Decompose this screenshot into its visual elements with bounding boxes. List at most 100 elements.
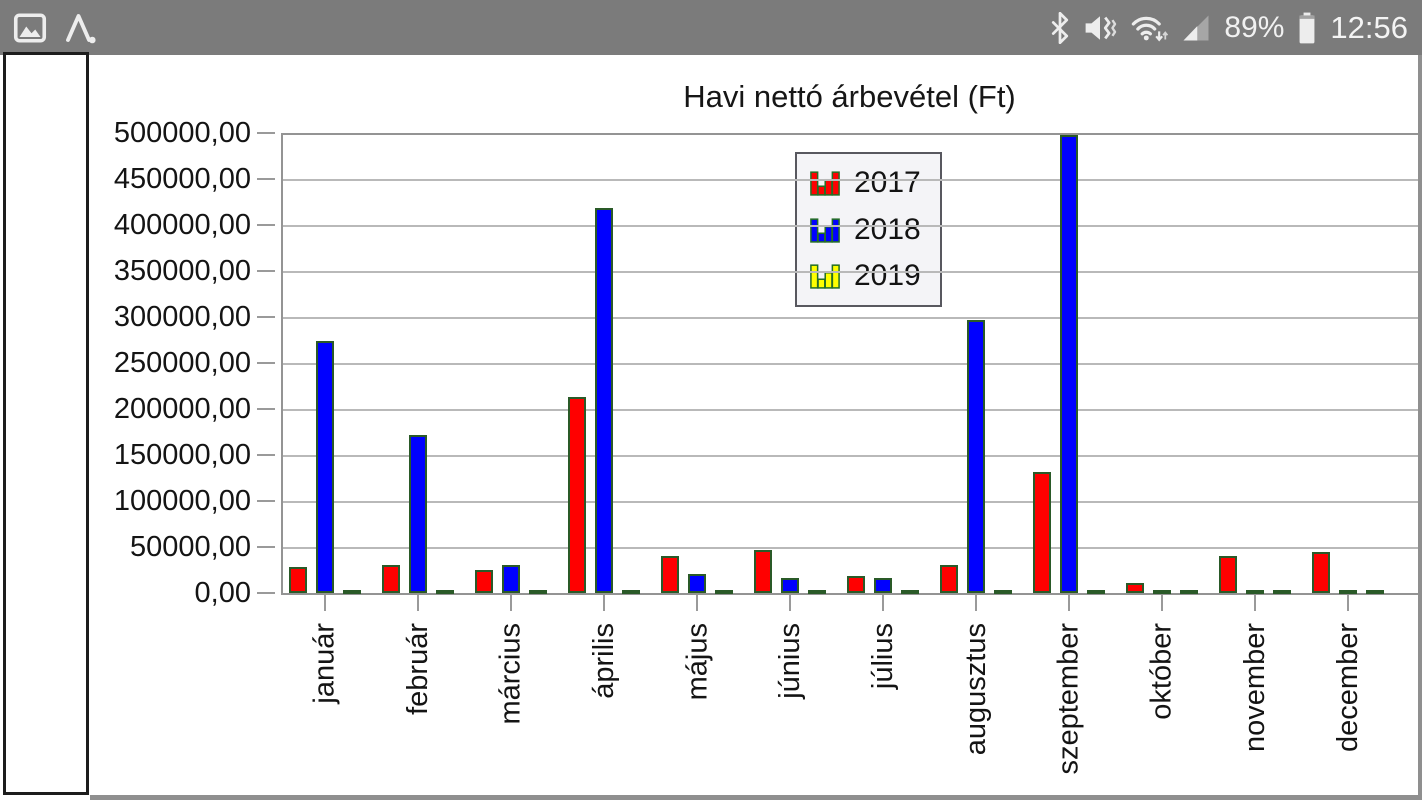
y-axis-label: 250000,00 [113, 347, 251, 379]
bar-2017-július [847, 576, 865, 593]
letter-a-notification-icon [66, 13, 96, 43]
gridline [281, 363, 1418, 365]
legend-row-2019: 2019 [809, 259, 940, 293]
gallery-icon [13, 12, 47, 43]
y-axis-tick [257, 362, 275, 364]
bar-2019-szeptember [1087, 590, 1105, 594]
chart-legend: 2017 2018 2019 [795, 152, 942, 307]
bar-2019-február [436, 590, 454, 594]
status-bar-system-icons: 89% 12:56 [1050, 10, 1422, 46]
legend-label: 2017 [854, 166, 921, 200]
x-axis-label-augusztus: augusztus [960, 623, 992, 756]
bar-2017-december [1312, 552, 1330, 593]
left-document-panel [3, 52, 89, 795]
y-axis-label: 150000,00 [113, 439, 251, 471]
bar-2017-augusztus [940, 565, 958, 593]
bar-2018-június [781, 578, 799, 593]
x-axis-label-december: december [1332, 623, 1364, 752]
bar-2017-április [568, 397, 586, 593]
bar-2017-február [382, 565, 400, 593]
y-axis-label: 50000,00 [130, 531, 251, 563]
bar-2019-november [1273, 590, 1291, 594]
bar-2019-április [622, 590, 640, 594]
x-axis-label-május: május [681, 623, 713, 701]
battery-percent-label: 89% [1224, 10, 1285, 44]
y-axis-tick [257, 592, 275, 594]
y-axis-tick [257, 408, 275, 410]
y-axis-tick [257, 224, 275, 226]
bar-2017-január [289, 567, 307, 593]
legend-swatch-icon [810, 171, 840, 196]
plot-frame-top [281, 133, 1418, 135]
y-axis-tick [257, 132, 275, 134]
y-axis-label: 100000,00 [113, 485, 251, 517]
y-axis-tick [257, 454, 275, 456]
x-axis-tick [696, 595, 698, 611]
wifi-arrows-icon [1132, 16, 1169, 41]
bar-2017-október [1126, 583, 1144, 593]
y-axis-tick [257, 178, 275, 180]
y-axis-label: 450000,00 [113, 163, 251, 195]
x-axis-tick [324, 595, 326, 611]
bar-2019-május [715, 590, 733, 594]
mute-vibrate-icon [1085, 15, 1117, 40]
x-axis-label-szeptember: szeptember [1053, 623, 1085, 775]
bar-2019-január [343, 590, 361, 594]
x-axis-label-október: október [1146, 623, 1178, 720]
bar-2018-május [688, 574, 706, 593]
y-axis-label: 400000,00 [113, 209, 251, 241]
chart-card: Havi nettó árbevétel (Ft) 2017 2018 2019 5… [90, 55, 1422, 800]
bar-2019-július [901, 590, 919, 594]
x-axis-line [281, 593, 1418, 595]
cellular-signal-icon [1183, 15, 1209, 40]
bar-2019-december [1366, 590, 1384, 594]
bar-2018-szeptember [1060, 135, 1078, 593]
bar-2018-március [502, 565, 520, 593]
bar-2017-május [661, 556, 679, 593]
clock-label: 12:56 [1330, 9, 1408, 45]
android-status-bar[interactable]: 89% 12:56 [0, 0, 1422, 55]
bar-2018-január [316, 341, 334, 593]
x-axis-label-február: február [402, 623, 434, 715]
bar-2018-november [1246, 590, 1264, 594]
legend-label: 2018 [854, 212, 921, 246]
y-axis-line [281, 133, 283, 593]
x-axis-label-július: július [867, 623, 899, 690]
y-axis-label: 300000,00 [113, 301, 251, 333]
legend-swatch-icon [810, 264, 840, 289]
x-axis-tick [417, 595, 419, 611]
y-axis-label: 0,00 [194, 577, 251, 609]
bar-2018-április [595, 208, 613, 593]
bar-2017-június [754, 550, 772, 593]
bar-2018-február [409, 435, 427, 593]
bar-2019-október [1180, 590, 1198, 594]
y-axis-tick [257, 270, 275, 272]
x-axis-tick [1254, 595, 1256, 611]
legend-swatch-icon [810, 217, 840, 243]
y-axis-tick [257, 316, 275, 318]
bar-2019-augusztus [994, 590, 1012, 594]
x-axis-tick [603, 595, 605, 611]
x-axis-label-április: április [588, 623, 620, 699]
x-axis-label-január: január [309, 623, 341, 704]
bar-2018-október [1153, 590, 1171, 594]
gridline [281, 501, 1418, 503]
bar-2019-március [529, 590, 547, 594]
x-axis-label-június: június [774, 623, 806, 699]
y-axis-tick [257, 546, 275, 548]
status-bar-notification-icons [0, 10, 1050, 46]
gridline [281, 225, 1418, 227]
bar-2018-augusztus [967, 320, 985, 593]
bar-2017-szeptember [1033, 472, 1051, 593]
y-axis-label: 500000,00 [113, 117, 251, 149]
x-axis-label-március: március [495, 623, 527, 725]
x-axis-tick [789, 595, 791, 611]
legend-row-2017: 2017 [809, 166, 940, 200]
gridline [281, 271, 1418, 273]
gridline [281, 179, 1418, 181]
x-axis-label-november: november [1239, 623, 1271, 752]
chart-title: Havi nettó árbevétel (Ft) [683, 79, 1016, 114]
bar-2018-július [874, 578, 892, 593]
battery-icon [1299, 12, 1315, 43]
